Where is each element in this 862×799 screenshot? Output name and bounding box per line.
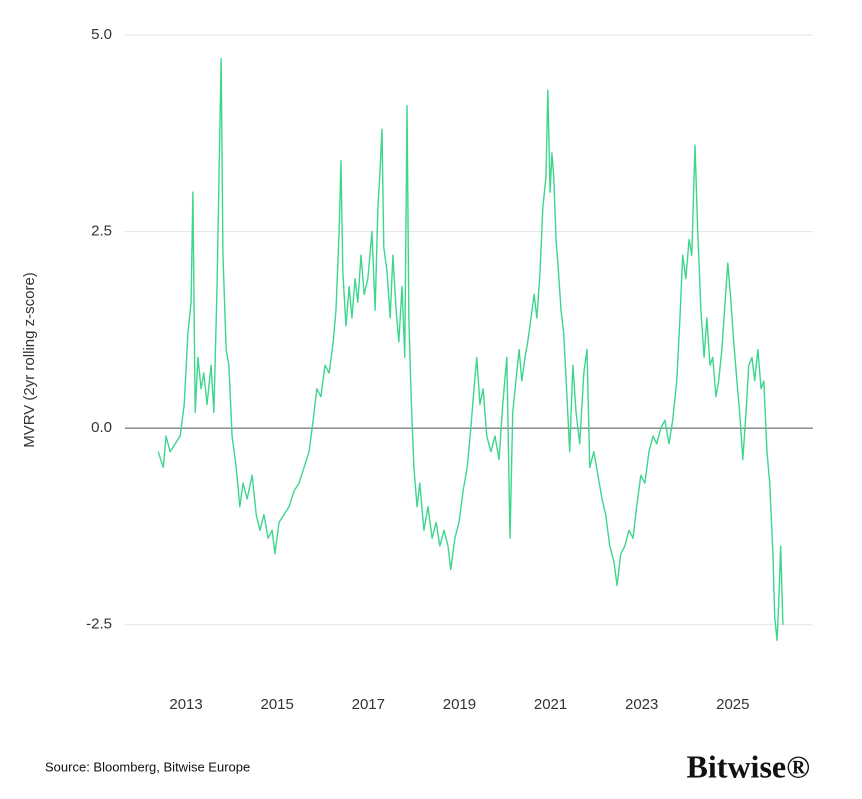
y-tick-label: 2.5 <box>91 223 112 240</box>
x-tick-label: 2021 <box>534 696 567 713</box>
y-tick-label: -2.5 <box>86 616 112 633</box>
y-tick-label: 5.0 <box>91 26 112 43</box>
x-tick-label: 2023 <box>625 696 658 713</box>
x-tick-label: 2017 <box>352 696 385 713</box>
x-tick-label: 2019 <box>443 696 476 713</box>
y-tick-label: 0.0 <box>91 419 112 436</box>
source: Source: Bloomberg, Bitwise Europe <box>45 759 250 774</box>
logo: Bitwise® <box>687 748 810 784</box>
x-tick-label: 2015 <box>260 696 293 713</box>
data-line <box>157 57 784 642</box>
x-tick-label: 2013 <box>169 696 202 713</box>
x-tick-label: 2025 <box>716 696 749 713</box>
y-axis-label: MVRV (2yr rolling z-score) <box>21 272 38 448</box>
